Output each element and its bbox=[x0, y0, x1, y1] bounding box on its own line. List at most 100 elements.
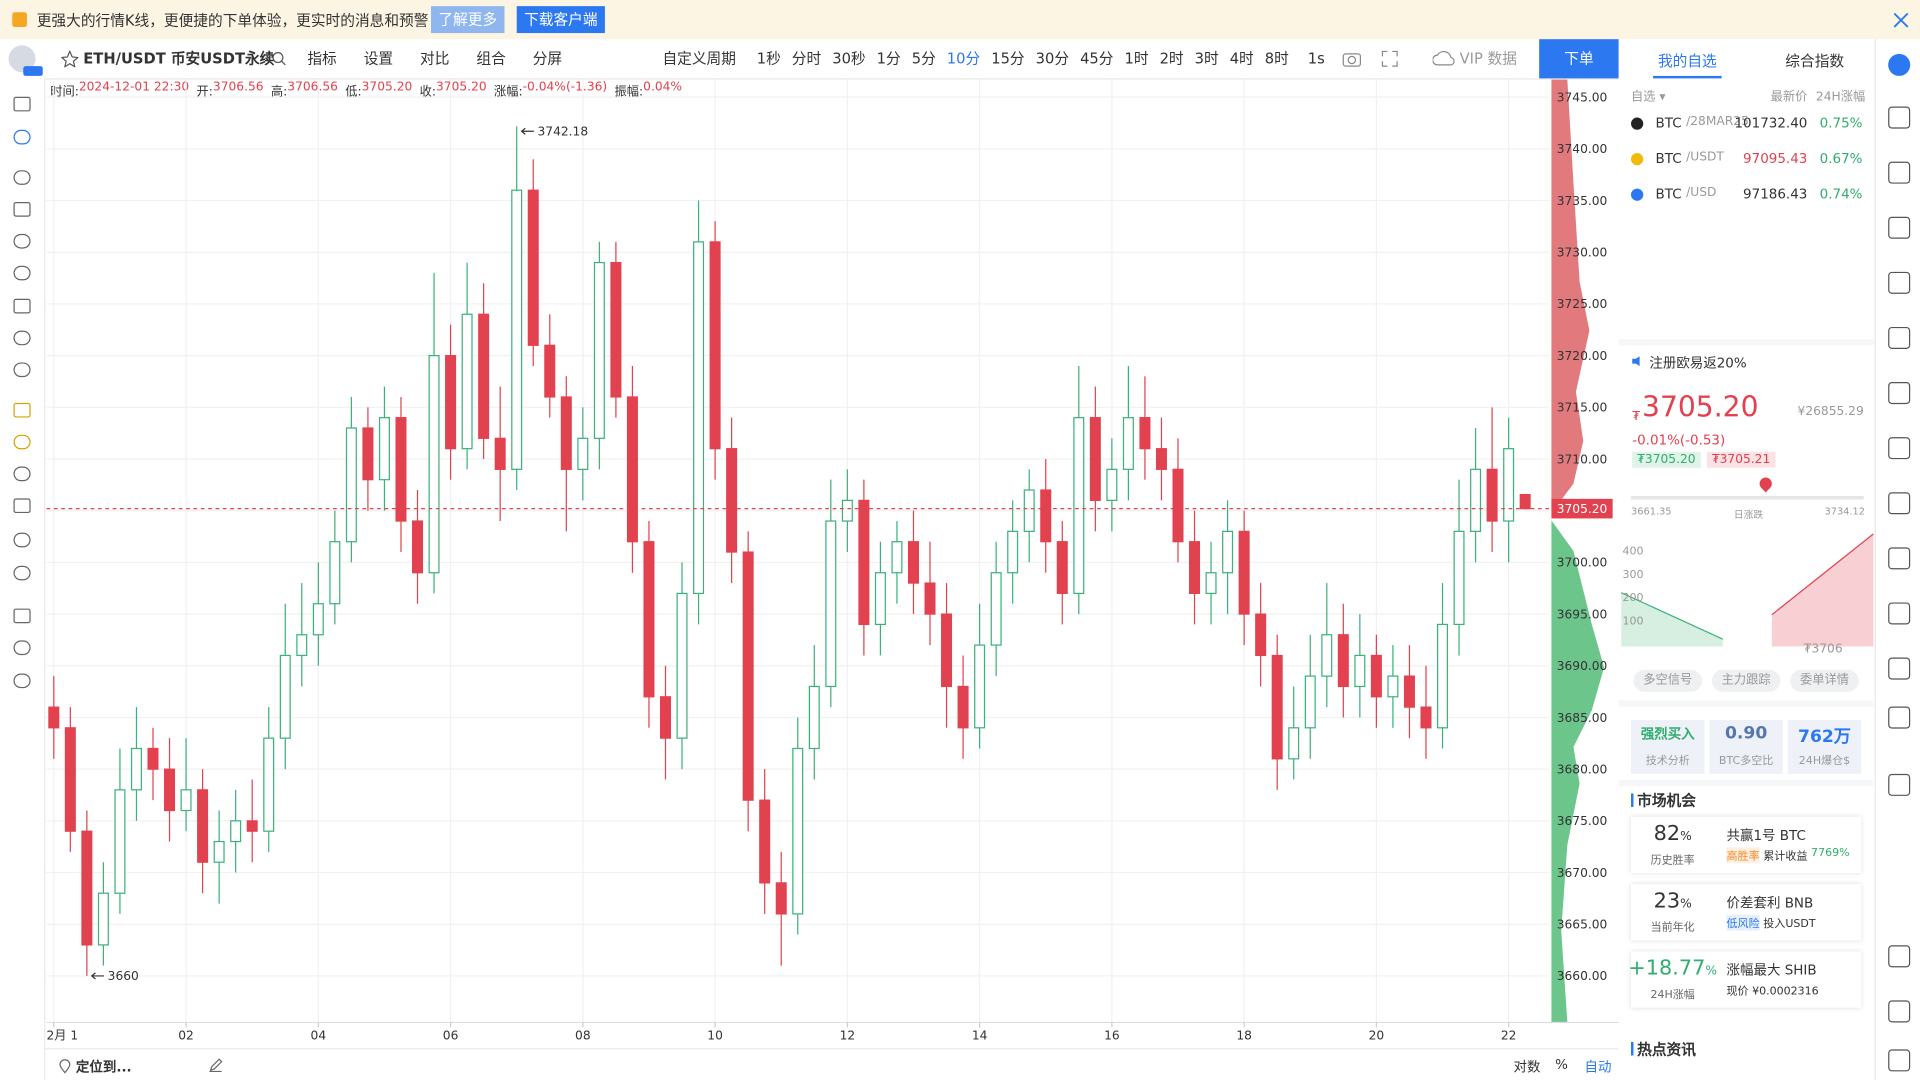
period-button[interactable]: 分时 bbox=[791, 50, 822, 68]
tool-icon[interactable] bbox=[13, 129, 31, 145]
period-button[interactable]: 45分 bbox=[1080, 50, 1114, 68]
path bbox=[1771, 533, 1874, 616]
period-button[interactable]: 30分 bbox=[1035, 50, 1070, 68]
gray: 最新价 bbox=[1770, 90, 1808, 105]
y-tick-label: 3690.00 bbox=[1557, 659, 1608, 673]
candle-body bbox=[1403, 675, 1415, 708]
candle-body bbox=[494, 437, 506, 470]
period-button[interactable]: 15分 bbox=[991, 50, 1025, 68]
side-icon[interactable] bbox=[1888, 657, 1911, 680]
path bbox=[209, 1058, 223, 1073]
tool-icon[interactable] bbox=[13, 640, 31, 656]
path bbox=[1893, 12, 1909, 28]
side-icon[interactable] bbox=[1888, 1049, 1911, 1072]
tool-button[interactable]: 指标 bbox=[307, 50, 337, 68]
a bbox=[8, 45, 43, 76]
side-icon[interactable] bbox=[1888, 271, 1911, 294]
a bbox=[59, 1059, 71, 1074]
red: ₮ bbox=[1632, 410, 1641, 424]
a[interactable]: 下单 bbox=[1539, 39, 1619, 79]
tool-icon[interactable] bbox=[13, 434, 31, 450]
candle-body bbox=[1486, 468, 1498, 522]
opportunity-card[interactable] bbox=[1631, 884, 1862, 941]
y-tick-label: 3670.00 bbox=[1557, 866, 1608, 880]
tool-icon[interactable] bbox=[13, 330, 31, 346]
tool-icon[interactable] bbox=[13, 608, 31, 624]
tool-icon[interactable] bbox=[13, 170, 31, 185]
side-icon[interactable] bbox=[1888, 602, 1911, 625]
tool-icon[interactable] bbox=[13, 402, 31, 418]
candle-body bbox=[1089, 417, 1101, 501]
tool-icon[interactable] bbox=[13, 362, 31, 378]
tool-icon[interactable] bbox=[13, 96, 31, 112]
period-button[interactable]: 1分 bbox=[876, 50, 901, 68]
tool-button[interactable]: 设置 bbox=[363, 50, 394, 68]
side-icon[interactable] bbox=[1888, 326, 1911, 349]
opp-desc: 投入USDT bbox=[1763, 918, 1816, 931]
a: 自动 bbox=[1584, 1059, 1612, 1076]
signal-button[interactable]: 委单详情 bbox=[1790, 669, 1859, 692]
tool-icon[interactable] bbox=[13, 498, 31, 514]
tool-icon[interactable] bbox=[13, 532, 31, 548]
period-button[interactable]: 2时 bbox=[1159, 50, 1184, 68]
side-icon[interactable] bbox=[1888, 706, 1911, 729]
side-icon[interactable] bbox=[1888, 945, 1911, 968]
period-button[interactable]: 3时 bbox=[1194, 50, 1219, 68]
tool-icon[interactable] bbox=[13, 298, 31, 314]
candle-body bbox=[412, 520, 424, 574]
tool-icon[interactable] bbox=[13, 233, 31, 249]
candle-body bbox=[345, 427, 357, 543]
info-value: 3706.56 bbox=[212, 80, 264, 95]
circle bbox=[8, 45, 36, 73]
opportunity-card[interactable] bbox=[1631, 816, 1862, 874]
candle-body bbox=[230, 820, 242, 843]
side-icon[interactable] bbox=[1888, 547, 1911, 570]
period-button[interactable]: 1时 bbox=[1124, 50, 1149, 68]
side-icon[interactable] bbox=[1888, 106, 1911, 129]
side-icon[interactable] bbox=[1888, 382, 1911, 405]
side-icon[interactable] bbox=[1888, 773, 1911, 796]
side-icon[interactable] bbox=[1888, 216, 1911, 239]
a bbox=[1893, 12, 1909, 28]
period-button[interactable]: 4时 bbox=[1229, 50, 1254, 68]
period-button[interactable]: 10分 bbox=[946, 50, 981, 68]
tool-button[interactable]: 对比 bbox=[420, 50, 450, 68]
tool-icon[interactable] bbox=[13, 265, 31, 281]
side-icon[interactable] bbox=[1888, 492, 1911, 515]
candle-body bbox=[246, 820, 258, 832]
tool-icon[interactable] bbox=[13, 202, 31, 217]
a bbox=[1632, 356, 1640, 367]
a: 定位到... 对数 % 自动 bbox=[44, 1048, 1619, 1080]
opportunity-card[interactable] bbox=[1631, 951, 1862, 1008]
opp-row: 现价 ¥0.0002316 bbox=[1727, 982, 1819, 998]
side-icon[interactable] bbox=[1888, 437, 1911, 460]
y-tick-label: 3675.00 bbox=[1557, 814, 1608, 828]
btn[interactable]: 了解更多 bbox=[431, 6, 505, 34]
path bbox=[59, 1059, 71, 1074]
tool-icon[interactable] bbox=[13, 673, 31, 689]
price-label: 3705.20 bbox=[1557, 502, 1608, 516]
signal-button[interactable]: 主力跟踪 bbox=[1711, 669, 1781, 692]
info-value: -0.04%(-1.36) bbox=[522, 80, 608, 95]
period-button[interactable]: 30秒 bbox=[832, 50, 866, 68]
signal-button[interactable]: 多空信号 bbox=[1633, 669, 1703, 692]
candle-body bbox=[527, 189, 539, 346]
gray: VIP 数据 bbox=[1459, 50, 1517, 68]
price-label-box bbox=[1551, 498, 1613, 519]
candle-body bbox=[544, 344, 556, 398]
a: 1s bbox=[1307, 50, 1325, 68]
depth-tick: 200 bbox=[1622, 592, 1644, 605]
candle-body bbox=[858, 499, 870, 626]
tool-button[interactable]: 组合 bbox=[476, 50, 506, 68]
side-icon[interactable] bbox=[1888, 1000, 1911, 1023]
period-button[interactable]: 8时 bbox=[1264, 50, 1289, 68]
period-button[interactable]: 1秒 bbox=[756, 50, 781, 68]
period-button[interactable]: 5分 bbox=[911, 50, 936, 68]
coin-change: 0.75% bbox=[1819, 115, 1863, 132]
btn[interactable]: 下载客户端 bbox=[516, 6, 605, 34]
tool-button[interactable]: 分屏 bbox=[532, 50, 563, 68]
tool-icon[interactable] bbox=[13, 565, 31, 581]
tool-icon[interactable] bbox=[13, 466, 31, 482]
side-icon[interactable] bbox=[1888, 161, 1911, 184]
stat-value: 强烈买入 bbox=[1640, 726, 1695, 743]
